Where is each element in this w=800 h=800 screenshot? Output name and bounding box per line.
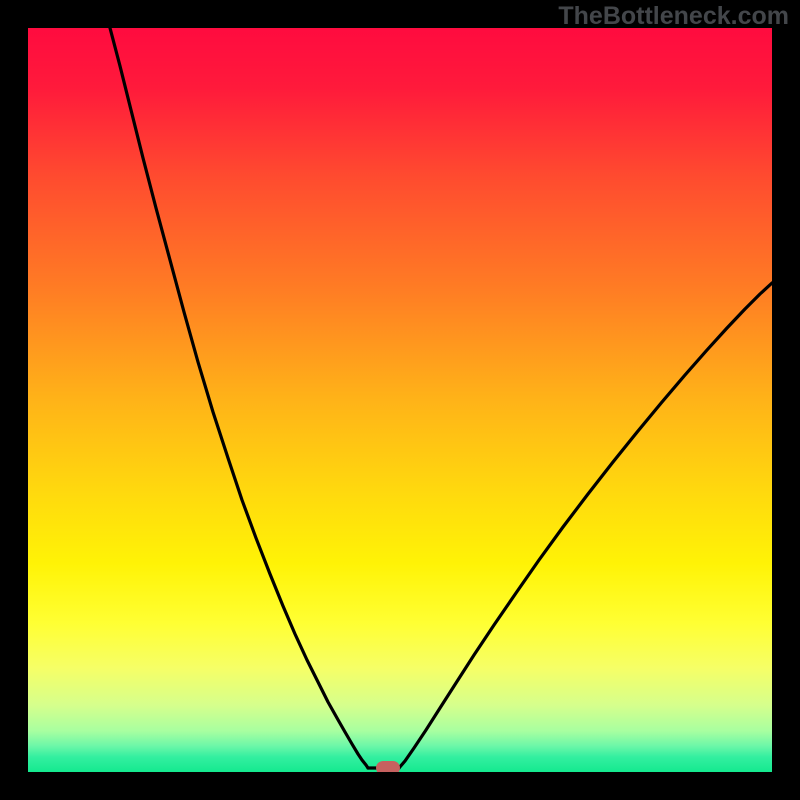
watermark-text: TheBottleneck.com	[558, 2, 789, 31]
min-marker	[376, 761, 400, 772]
plot-svg	[28, 28, 772, 772]
